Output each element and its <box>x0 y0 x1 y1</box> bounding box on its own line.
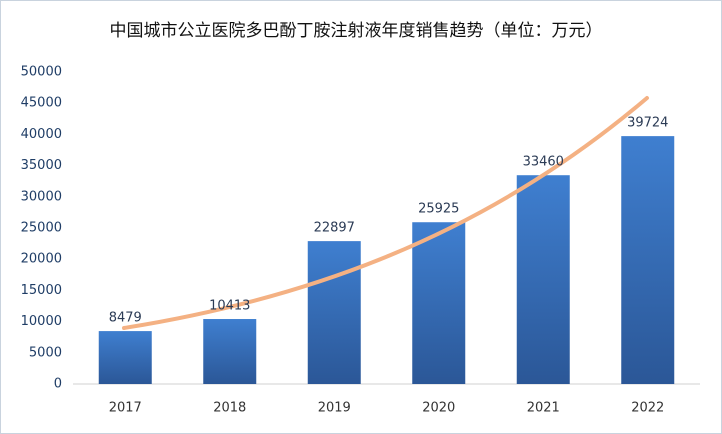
y-tick-label: 10000 <box>21 314 62 329</box>
bar <box>203 319 257 384</box>
x-tick-label: 2020 <box>422 401 455 416</box>
x-tick-label: 2018 <box>213 401 246 416</box>
bar <box>412 222 466 384</box>
bar <box>516 175 570 384</box>
bar <box>621 136 675 384</box>
value-label: 22897 <box>314 221 355 236</box>
y-tick-label: 40000 <box>21 127 62 142</box>
value-label: 8479 <box>109 311 142 326</box>
chart-title: 中国城市公立医院多巴酚丁胺注射液年度销售趋势（单位：万元） <box>110 21 603 41</box>
y-tick-label: 30000 <box>21 189 62 204</box>
y-tick-label: 25000 <box>21 221 62 236</box>
x-tick-label: 2021 <box>527 401 560 416</box>
trend-line <box>122 96 649 330</box>
value-label: 39724 <box>627 116 668 131</box>
value-label: 25925 <box>418 202 459 217</box>
y-tick-label: 50000 <box>21 65 62 80</box>
x-tick-label: 2022 <box>631 401 664 416</box>
y-tick-label: 15000 <box>21 283 62 298</box>
y-tick-label: 35000 <box>21 158 62 173</box>
bar <box>98 331 152 384</box>
value-label: 10413 <box>209 299 250 314</box>
y-tick-label: 5000 <box>29 345 62 360</box>
value-label: 33460 <box>523 155 564 170</box>
bar <box>307 241 361 384</box>
y-tick-label: 20000 <box>21 252 62 267</box>
x-tick-label: 2019 <box>318 401 351 416</box>
x-tick-label: 2017 <box>109 401 142 416</box>
y-tick-label: 45000 <box>21 96 62 111</box>
y-tick-label: 0 <box>54 377 62 392</box>
